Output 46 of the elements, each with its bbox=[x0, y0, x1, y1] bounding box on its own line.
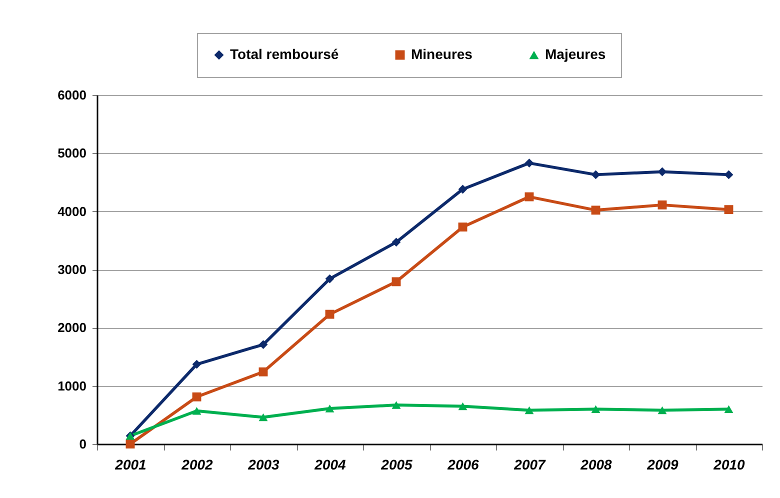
point bbox=[724, 405, 734, 413]
point bbox=[591, 170, 600, 180]
x-tick-label: 2003 bbox=[247, 456, 280, 472]
point bbox=[524, 192, 534, 202]
x-tick-label: 2002 bbox=[180, 456, 214, 472]
point bbox=[126, 440, 135, 448]
y-tick-label: 5000 bbox=[58, 146, 86, 161]
point bbox=[192, 406, 202, 415]
point bbox=[591, 405, 600, 413]
point bbox=[524, 406, 534, 414]
point bbox=[325, 274, 334, 284]
x-tick-label: 2001 bbox=[114, 456, 147, 472]
point bbox=[392, 238, 401, 247]
point bbox=[591, 206, 600, 215]
point bbox=[458, 222, 468, 232]
point bbox=[524, 158, 534, 168]
x-tick-label: 2010 bbox=[712, 456, 746, 472]
x-tick-label: 2006 bbox=[446, 456, 480, 472]
x-tick-label: 2007 bbox=[513, 456, 547, 472]
legend-label: Total remboursé bbox=[230, 46, 339, 62]
x-tick-label: 2005 bbox=[380, 456, 413, 472]
point bbox=[325, 310, 334, 319]
point bbox=[325, 404, 334, 412]
y-tick-label: 4000 bbox=[58, 204, 86, 219]
point bbox=[192, 360, 202, 369]
point bbox=[392, 401, 401, 409]
point bbox=[458, 402, 468, 410]
y-tick-label: 2000 bbox=[58, 320, 86, 336]
y-tick-label: 0 bbox=[79, 436, 86, 452]
x-tick-label: 2008 bbox=[580, 456, 612, 472]
legend-label: Majeures bbox=[545, 46, 606, 62]
point bbox=[458, 184, 468, 194]
point bbox=[258, 367, 268, 376]
point bbox=[258, 340, 268, 350]
point bbox=[258, 413, 268, 422]
point bbox=[658, 200, 667, 210]
y-tick-label: 6000 bbox=[58, 88, 86, 102]
legend-label: Mineures bbox=[411, 46, 473, 62]
point bbox=[192, 392, 202, 402]
y-tick-label: 3000 bbox=[58, 262, 86, 277]
point bbox=[724, 205, 734, 214]
x-tick-label: 2009 bbox=[646, 456, 679, 472]
y-tick-label: 1000 bbox=[58, 378, 86, 394]
point bbox=[658, 406, 667, 414]
point bbox=[392, 277, 401, 286]
x-tick-label: 2004 bbox=[314, 456, 346, 472]
